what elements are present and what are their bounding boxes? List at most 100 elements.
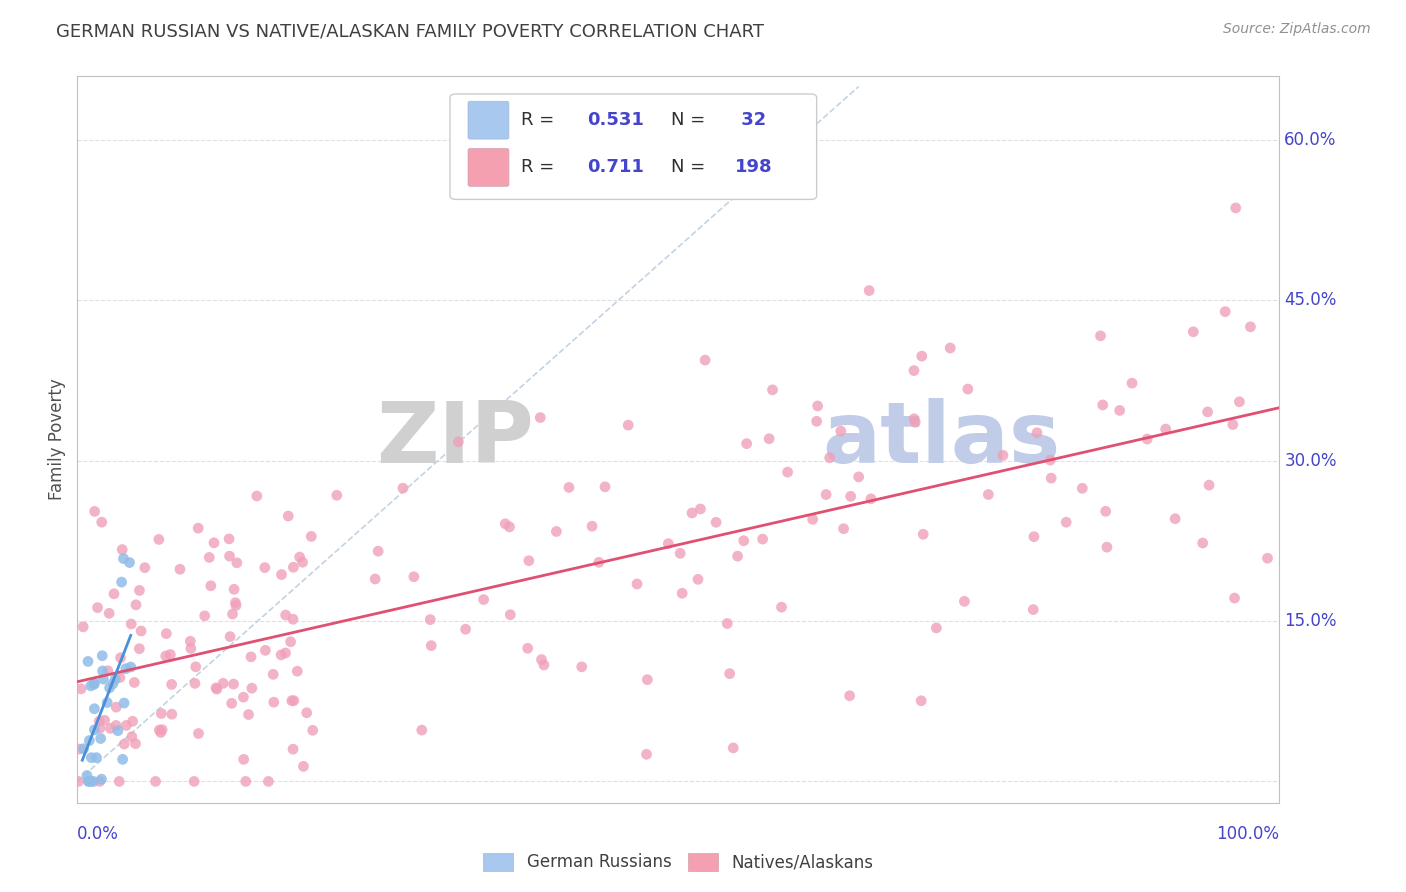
Point — [124, 675, 146, 690]
Point — [733, 533, 755, 548]
Point — [221, 696, 243, 710]
Point — [169, 562, 191, 576]
Point — [205, 682, 228, 697]
Point — [262, 667, 284, 681]
Point — [69, 742, 91, 756]
Text: ZIP: ZIP — [377, 398, 534, 481]
Point — [581, 519, 603, 533]
Point — [1091, 398, 1114, 412]
Point — [232, 752, 254, 766]
Point — [90, 515, 112, 529]
Point — [98, 607, 121, 621]
Point — [859, 491, 882, 506]
Text: atlas: atlas — [823, 398, 1062, 481]
Point — [212, 676, 235, 690]
Point — [281, 694, 304, 708]
Point — [283, 693, 305, 707]
Point — [83, 677, 105, 691]
Point — [516, 641, 538, 656]
Point — [830, 424, 852, 438]
Point — [925, 621, 948, 635]
Point — [225, 599, 247, 613]
Text: R =: R = — [520, 112, 560, 129]
Point — [546, 524, 568, 539]
Point — [910, 694, 932, 708]
Point — [98, 681, 121, 695]
Point — [187, 726, 209, 740]
Point — [1039, 453, 1062, 467]
Y-axis label: Family Poverty: Family Poverty — [48, 378, 66, 500]
Point — [179, 634, 201, 648]
Point — [1090, 329, 1112, 343]
Point — [150, 706, 173, 721]
Point — [77, 774, 100, 789]
Point — [96, 696, 118, 710]
Point — [128, 583, 150, 598]
Point — [235, 774, 257, 789]
Point — [718, 666, 741, 681]
Point — [530, 652, 553, 666]
Point — [121, 714, 143, 729]
Point — [134, 560, 156, 574]
Point — [956, 382, 979, 396]
Point — [104, 718, 127, 732]
Point — [839, 489, 862, 503]
Point — [1121, 376, 1143, 391]
Point — [79, 733, 101, 747]
Point — [90, 772, 112, 787]
Point — [517, 554, 540, 568]
Point — [70, 681, 93, 696]
Point — [91, 648, 114, 663]
Point — [367, 544, 389, 558]
Point — [903, 412, 925, 426]
Point — [903, 363, 925, 377]
Point — [112, 696, 135, 710]
Point — [198, 550, 221, 565]
Point — [86, 600, 108, 615]
Point — [240, 681, 263, 696]
Point — [776, 465, 799, 479]
Point — [472, 592, 495, 607]
Text: 0.711: 0.711 — [588, 159, 644, 177]
Point — [689, 502, 711, 516]
Point — [86, 750, 108, 764]
Point — [858, 284, 880, 298]
Point — [1198, 478, 1220, 492]
Point — [593, 480, 616, 494]
Point — [939, 341, 962, 355]
Point — [219, 630, 242, 644]
Point — [124, 737, 146, 751]
Point — [93, 672, 115, 686]
Point — [232, 690, 254, 705]
Point — [291, 555, 314, 569]
Point — [494, 516, 516, 531]
Text: 0.531: 0.531 — [588, 112, 644, 129]
Point — [815, 487, 838, 501]
Point — [1022, 530, 1045, 544]
Point — [281, 742, 304, 756]
Legend: German Russians, Natives/Alaskans: German Russians, Natives/Alaskans — [477, 847, 880, 878]
Point — [818, 450, 841, 465]
Point — [283, 560, 305, 574]
Point — [295, 706, 318, 720]
Point — [274, 646, 297, 660]
FancyBboxPatch shape — [450, 94, 817, 200]
Point — [1108, 403, 1130, 417]
Point — [626, 577, 648, 591]
Point — [77, 774, 100, 789]
Point — [636, 747, 658, 762]
Point — [912, 527, 935, 541]
Text: N =: N = — [671, 112, 711, 129]
Point — [727, 549, 749, 563]
Point — [110, 575, 132, 590]
Point — [558, 480, 581, 494]
Point — [246, 489, 269, 503]
Point — [1094, 504, 1116, 518]
Point — [263, 695, 285, 709]
Point — [695, 353, 717, 368]
Text: GERMAN RUSSIAN VS NATIVE/ALASKAN FAMILY POVERTY CORRELATION CHART: GERMAN RUSSIAN VS NATIVE/ALASKAN FAMILY … — [56, 22, 765, 40]
Point — [285, 664, 308, 678]
Point — [103, 587, 125, 601]
Point — [184, 660, 207, 674]
Point — [911, 349, 934, 363]
